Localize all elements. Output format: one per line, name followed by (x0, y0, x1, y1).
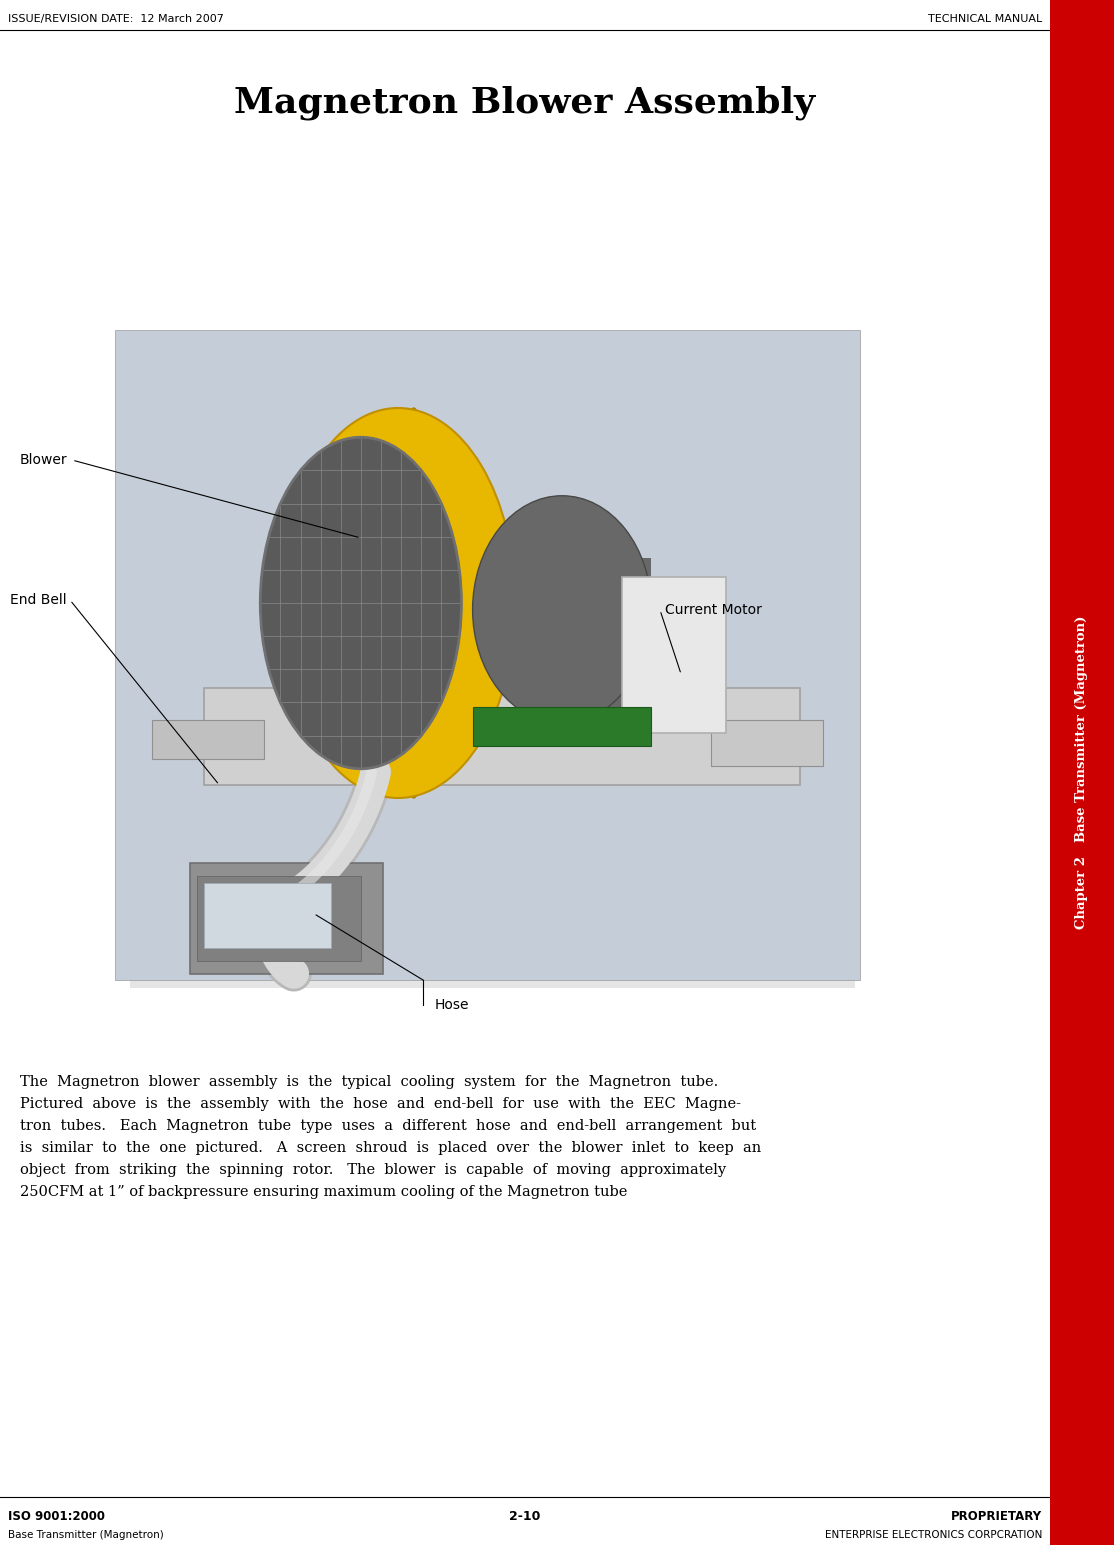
Text: Pictured  above  is  the  assembly  with  the  hose  and  end-bell  for  use  wi: Pictured above is the assembly with the … (20, 1097, 741, 1111)
Ellipse shape (281, 408, 516, 799)
Bar (472, 708, 652, 746)
Text: Blower: Blower (20, 453, 68, 467)
FancyBboxPatch shape (130, 980, 856, 987)
Text: ENTERPRISE ELECTRONICS CORPCRATION: ENTERPRISE ELECTRONICS CORPCRATION (824, 1530, 1042, 1540)
Text: Base Transmitter (Magnetron): Base Transmitter (Magnetron) (8, 1530, 164, 1540)
Bar (204, 882, 331, 947)
Text: TECHNICAL MANUAL: TECHNICAL MANUAL (928, 14, 1042, 25)
Text: 250CFM at 1” of backpressure ensuring maximum cooling of the Magnetron tube: 250CFM at 1” of backpressure ensuring ma… (20, 1185, 627, 1199)
Text: Magnetron Blower Assembly: Magnetron Blower Assembly (234, 85, 815, 119)
Bar (189, 864, 383, 973)
Text: Current Motor: Current Motor (665, 603, 762, 616)
Bar (153, 720, 264, 759)
Text: ISO 9001:2000: ISO 9001:2000 (8, 1509, 105, 1523)
Bar (622, 576, 726, 732)
Text: Chapter 2   Base Transmitter (Magnetron): Chapter 2 Base Transmitter (Magnetron) (1075, 616, 1088, 929)
Bar (711, 720, 823, 765)
Text: PROPRIETARY: PROPRIETARY (951, 1509, 1042, 1523)
Ellipse shape (398, 408, 430, 799)
Bar (517, 558, 652, 720)
Bar (197, 876, 361, 961)
Text: The  Magnetron  blower  assembly  is  the  typical  cooling  system  for  the  M: The Magnetron blower assembly is the typ… (20, 1075, 719, 1089)
Text: Hose: Hose (434, 998, 469, 1012)
Text: tron  tubes.   Each  Magnetron  tube  type  uses  a  different  hose  and  end-b: tron tubes. Each Magnetron tube type use… (20, 1119, 756, 1132)
Bar (1051, 0, 1114, 1545)
Text: 2-10: 2-10 (509, 1509, 540, 1523)
Ellipse shape (472, 496, 652, 723)
Text: End Bell: End Bell (10, 593, 67, 607)
Ellipse shape (313, 496, 431, 671)
Bar (115, 331, 860, 980)
Text: is  similar  to  the  one  pictured.   A  screen  shroud  is  placed  over  the : is similar to the one pictured. A screen… (20, 1142, 761, 1156)
Text: object  from  striking  the  spinning  rotor.   The  blower  is  capable  of  mo: object from striking the spinning rotor.… (20, 1163, 726, 1177)
Text: ISSUE/REVISION DATE:  12 March 2007: ISSUE/REVISION DATE: 12 March 2007 (8, 14, 224, 25)
Ellipse shape (261, 437, 461, 769)
FancyBboxPatch shape (204, 688, 800, 785)
